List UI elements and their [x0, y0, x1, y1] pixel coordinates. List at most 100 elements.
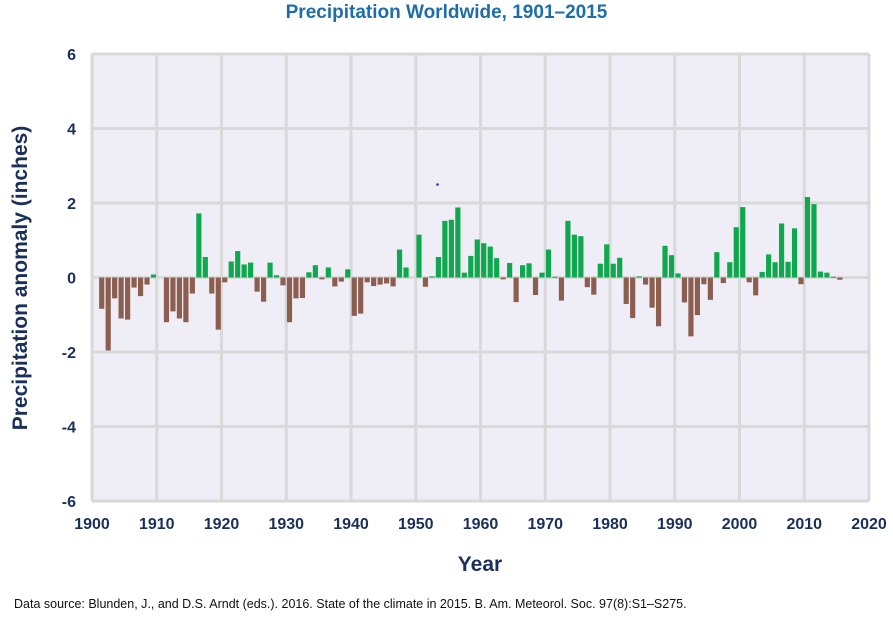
bar-2014 — [830, 276, 836, 278]
bar-1972 — [558, 277, 565, 301]
bar-1903 — [112, 277, 118, 299]
bar-1995 — [707, 277, 713, 300]
bar-1941 — [358, 277, 364, 314]
bar-1991 — [681, 277, 688, 303]
bar-1946 — [390, 277, 396, 287]
bar-1918 — [209, 277, 215, 294]
bar-1905 — [125, 277, 131, 320]
bar-1948 — [403, 267, 409, 278]
bar-1959 — [474, 239, 480, 278]
bar-1996 — [714, 252, 720, 278]
y-axis-title: Precipitation anomaly (inches) — [9, 126, 32, 431]
bar-2002 — [753, 277, 759, 296]
bar-1930 — [286, 277, 293, 323]
bar-2007 — [785, 261, 791, 278]
bar-1954 — [442, 220, 448, 278]
bar-1980 — [610, 263, 616, 278]
bar-1952 — [429, 276, 435, 278]
bar-1947 — [396, 249, 403, 278]
bar-1987 — [655, 277, 662, 327]
bar-1924 — [248, 262, 254, 278]
y-tick-label: -4 — [62, 420, 76, 437]
bar-1957 — [461, 272, 467, 278]
x-tick-label: 1970 — [527, 516, 563, 533]
bar-1984 — [636, 276, 642, 278]
x-tick-label: 1990 — [657, 516, 693, 533]
bar-1982 — [623, 277, 629, 304]
bar-2012 — [817, 271, 824, 278]
y-tick-label: 2 — [67, 196, 76, 213]
bar-1956 — [455, 207, 461, 278]
bar-1989 — [668, 255, 675, 278]
bar-1962 — [494, 258, 500, 278]
y-tick-label: 6 — [67, 47, 76, 64]
bar-1917 — [202, 257, 208, 278]
bar-1927 — [267, 262, 273, 278]
x-tick-label: 1940 — [333, 516, 369, 533]
bar-1923 — [241, 264, 247, 278]
bar-1940 — [351, 277, 357, 316]
bar-1921 — [228, 261, 234, 278]
x-tick-label: 2020 — [851, 516, 887, 533]
bar-1916 — [196, 213, 202, 278]
x-axis-title: Year — [458, 553, 502, 576]
bar-2006 — [778, 223, 785, 278]
x-tick-label: 1900 — [74, 516, 110, 533]
bars — [99, 197, 843, 351]
bar-2009 — [798, 277, 804, 285]
bar-1958 — [468, 255, 474, 278]
bar-1909 — [150, 274, 157, 278]
bar-1969 — [539, 272, 545, 278]
bar-2011 — [811, 204, 817, 278]
bar-2005 — [772, 262, 778, 278]
bar-1998 — [727, 262, 733, 278]
bar-1979 — [604, 244, 610, 278]
bar-1965 — [513, 277, 519, 303]
x-tick-label: 1950 — [398, 516, 434, 533]
bar-1963 — [500, 277, 506, 280]
x-tick-label: 1910 — [139, 516, 175, 533]
gridlines — [90, 52, 871, 503]
bar-1961 — [487, 246, 493, 278]
bar-2013 — [824, 272, 830, 278]
bar-1973 — [565, 220, 571, 278]
bar-1943 — [371, 277, 377, 287]
bar-1953 — [435, 257, 442, 278]
bar-1950 — [416, 234, 422, 278]
bar-1932 — [299, 277, 306, 298]
bar-1906 — [131, 277, 137, 288]
bar-1971 — [552, 276, 558, 278]
bar-1901 — [99, 277, 105, 309]
bar-1990 — [675, 273, 681, 278]
bar-1904 — [118, 277, 124, 319]
bar-1928 — [273, 275, 280, 278]
bar-1976 — [584, 277, 590, 288]
bar-1911 — [163, 277, 170, 323]
bar-1938 — [338, 277, 344, 282]
x-tick-label: 1980 — [592, 516, 628, 533]
bar-1964 — [507, 262, 513, 278]
bar-1936 — [325, 267, 331, 278]
x-tick-label: 2010 — [786, 516, 822, 533]
bar-1934 — [312, 265, 318, 278]
bar-1983 — [630, 277, 636, 319]
bar-2001 — [746, 277, 752, 283]
bar-2000 — [740, 207, 746, 278]
bar-1944 — [377, 277, 383, 285]
bar-1926 — [260, 277, 267, 302]
artifact-dot — [436, 183, 439, 186]
bar-1978 — [597, 263, 603, 278]
bar-1912 — [170, 277, 176, 312]
bar-1929 — [280, 277, 286, 286]
bar-1914 — [183, 277, 189, 323]
x-tick-label: 2000 — [722, 516, 758, 533]
bar-1966 — [519, 265, 526, 278]
bar-1942 — [364, 277, 370, 283]
bar-1955 — [448, 219, 454, 278]
bar-1977 — [591, 277, 597, 295]
bar-1907 — [137, 277, 144, 297]
y-tick-label: -6 — [62, 494, 76, 511]
bar-1931 — [293, 277, 299, 299]
x-tick-label: 1920 — [204, 516, 240, 533]
bar-2010 — [804, 197, 811, 278]
